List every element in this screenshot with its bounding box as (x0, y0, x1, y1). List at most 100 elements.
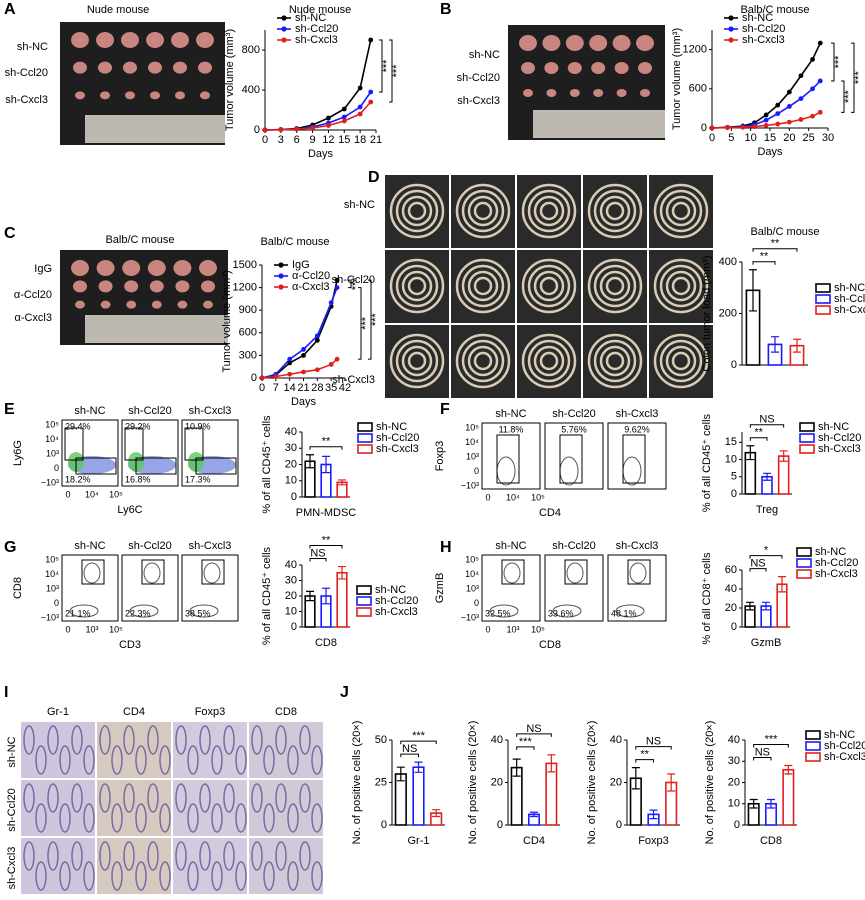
legend-swatch (796, 569, 812, 579)
photo-title: Nude mouse (87, 4, 149, 16)
y-axis-label: Tumor volume (mm³) (221, 270, 233, 372)
bracket (753, 757, 772, 761)
y-tick-label: 0 (251, 372, 257, 384)
y-tick-label: 30 (285, 574, 297, 586)
error-bar (306, 590, 314, 602)
legend-label: sh-Ccl20 (742, 23, 785, 35)
tumor (175, 280, 190, 293)
tumor (171, 32, 189, 48)
bracket (358, 287, 362, 360)
tissue (223, 725, 235, 755)
panel-letter: H (440, 539, 452, 556)
tissue (111, 803, 123, 833)
gate (64, 427, 84, 461)
tumor (616, 89, 627, 97)
tissue (83, 745, 95, 775)
cell-cloud (189, 604, 219, 618)
colon-coil (533, 270, 565, 302)
data-point (301, 353, 306, 358)
legend-label: sh-Cxcl3 (834, 304, 865, 316)
error-bar (778, 576, 786, 593)
x-tick-label: 6 (294, 134, 300, 146)
gate (195, 457, 237, 475)
colon-coil (461, 339, 505, 383)
series-line (711, 111, 821, 129)
tissue (71, 783, 83, 813)
x-tick-label: 14 (284, 382, 296, 394)
y-axis-label: Tumor volume (mm³) (224, 29, 236, 131)
bracket (749, 555, 783, 559)
legend-marker (728, 26, 734, 32)
colon-coil (665, 270, 697, 302)
gate-percent: 33.6% (548, 608, 574, 618)
x-tick-label: 10 (745, 132, 757, 144)
legend-marker (281, 37, 287, 43)
tumor (196, 32, 214, 48)
tumor (73, 280, 87, 293)
flow-plot (544, 554, 604, 622)
axis-label: Ly6C (117, 504, 142, 516)
y-tick-label: 20 (610, 776, 622, 788)
y-tick-label: 1200 (683, 44, 707, 56)
flow-plot (607, 422, 667, 490)
colon-coil (461, 264, 505, 308)
colon-coil (587, 258, 643, 314)
legend-label: α-Ccl20 (292, 270, 330, 282)
significance: *** (381, 59, 393, 73)
colon-coil (527, 264, 571, 308)
tumor (546, 89, 557, 97)
tissue (135, 861, 147, 891)
gate (627, 559, 651, 585)
flow-plot (181, 419, 239, 487)
tumor (148, 61, 162, 74)
axis-label: CD8 (539, 639, 561, 651)
data-point (786, 89, 792, 95)
gate-percent: 29.2% (125, 421, 151, 431)
x-tick-label: 5 (728, 132, 734, 144)
x-tick-label: 15 (764, 132, 776, 144)
gate (501, 559, 525, 585)
tumor (122, 260, 141, 276)
x-tick-label: 9 (310, 134, 316, 146)
cell-cloud (615, 604, 645, 618)
cell-cloud (489, 604, 519, 618)
gate (496, 434, 520, 484)
bracket (309, 558, 327, 562)
tumor (151, 300, 162, 309)
y-tick-label: 15 (725, 436, 737, 448)
data-point (341, 114, 347, 120)
tissue (147, 841, 159, 871)
colon-coil (587, 333, 643, 389)
colon-coil (659, 339, 703, 383)
flow-tick: 0 (54, 598, 59, 608)
data-point (709, 125, 715, 131)
tissue (175, 783, 187, 813)
significance: ** (754, 427, 763, 439)
y-tick-label: 25 (375, 776, 387, 788)
colon-coil (533, 345, 565, 377)
x-tick-label: 30 (822, 132, 834, 144)
legend-swatch (356, 607, 372, 617)
cell-cloud (203, 562, 221, 584)
colon-coil (671, 276, 691, 296)
x-axis-label: PMN-MDSC (296, 507, 357, 519)
y-axis-label: Tumor volume (mm³) (671, 28, 683, 130)
colon-coil (605, 276, 625, 296)
colon-coil (593, 339, 637, 383)
data-point (798, 73, 804, 79)
bracket (516, 746, 535, 750)
flow-plot (607, 554, 667, 622)
tissue (187, 745, 199, 775)
tissue (35, 745, 47, 775)
tumor (569, 89, 580, 97)
flow-tick: 10⁴ (45, 434, 59, 444)
panel-letter: E (4, 401, 15, 418)
bracket (389, 39, 393, 103)
tissue (35, 861, 47, 891)
error-bar (793, 338, 801, 353)
x-axis-label: GzmB (751, 637, 782, 649)
flow-tick: 10⁵ (531, 492, 545, 502)
data-point (357, 111, 363, 117)
row-label: sh-Ccl20 (332, 274, 375, 286)
tissue (135, 803, 147, 833)
